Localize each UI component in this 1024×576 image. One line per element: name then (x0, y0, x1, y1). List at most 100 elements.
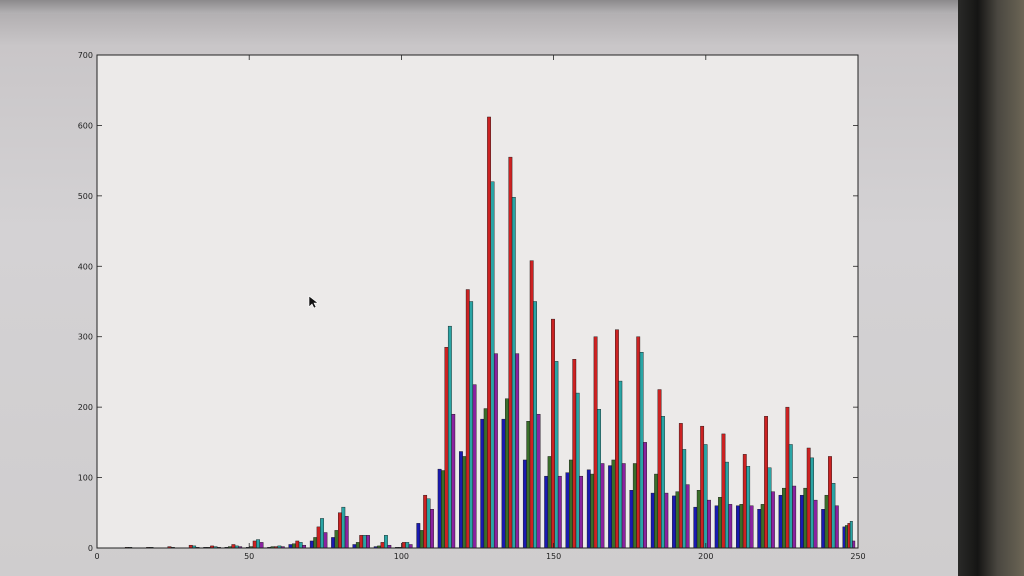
bar-series1-bin27 (650, 492, 655, 549)
bar-series1-bin36 (842, 526, 846, 549)
bar-series3-bin32 (764, 416, 768, 549)
bar-series4-bin36 (849, 521, 853, 549)
y-tick-label: 600 (78, 121, 93, 130)
x-tick-label: 200 (698, 552, 713, 561)
bar-series5-bin28 (685, 484, 690, 549)
y-tick-label: 400 (78, 262, 93, 271)
bar-series5-bin34 (813, 499, 818, 549)
bar-series4-bin20 (511, 197, 516, 549)
plot-background (97, 55, 858, 548)
bar-series3-bin8 (252, 540, 257, 549)
bar-series1-bin26 (629, 490, 634, 549)
bar-series4-bin17 (447, 325, 452, 549)
bar-series4-bin27 (661, 416, 665, 549)
bar-series3-bin21 (529, 260, 534, 549)
bar-series3-bin36 (847, 523, 851, 549)
bar-series4-bin21 (533, 301, 538, 549)
y-tick-label: 200 (78, 403, 93, 412)
x-tick-label: 250 (850, 552, 865, 561)
bar-series5-bin35 (834, 505, 839, 549)
bar-series4-bin32 (767, 467, 772, 549)
bar-series2-bin13 (355, 542, 360, 549)
bar-series1-bin30 (714, 505, 719, 549)
bar-series5-bin25 (621, 463, 626, 549)
histogram-chart: 0 100 200 300 400 500 600 700 0 50 100 150 200 250 (78, 51, 866, 561)
bar-series5-bin32 (770, 491, 775, 549)
bar-series3-bin27 (657, 389, 662, 549)
bar-series1-bin16 (416, 523, 421, 549)
bar-series5-bin27 (664, 492, 669, 549)
bar-series1-bin12 (331, 537, 336, 549)
x-tick-label: 50 (244, 552, 254, 561)
bar-series1-bin22 (544, 475, 549, 549)
bar-series1-bin17 (437, 468, 442, 549)
bar-series1-bin34 (799, 494, 804, 549)
mouse-pointer-icon (308, 295, 319, 309)
x-tick-label: 0 (94, 552, 99, 561)
bar-series5-bin8 (259, 542, 264, 549)
bar-series2-bin29 (696, 490, 701, 549)
bar-series1-bin18 (459, 451, 463, 549)
bar-series4-bin35 (831, 483, 836, 549)
bar-series4-bin25 (618, 380, 623, 549)
bar-series3-bin19 (487, 116, 491, 549)
bar-series5-bin31 (749, 505, 754, 549)
bar-series1-bin25 (608, 465, 613, 549)
bar-series5-bin19 (493, 353, 498, 549)
monitor-screen: 0 100 200 300 400 500 600 700 0 50 100 150 200 250 (0, 0, 966, 576)
bar-series4-bin31 (746, 466, 751, 549)
y-tick-label: 0 (88, 544, 93, 553)
bar-series5-bin11 (323, 532, 328, 549)
bar-series4-bin14 (384, 535, 388, 549)
bar-series5-bin36 (852, 540, 856, 549)
bar-series4-bin10 (298, 542, 303, 549)
plot-frame (96, 54, 859, 549)
bar-series4-bin18 (469, 301, 474, 549)
bar-series3-bin35 (828, 456, 832, 549)
bar-series4-bin19 (490, 181, 495, 549)
bar-series3-bin10 (295, 540, 300, 549)
bar-series4-bin8 (256, 539, 260, 549)
bar-series2-bin27 (654, 473, 659, 549)
bar-series1-bin33 (778, 494, 783, 549)
bar-series1-bin28 (672, 495, 676, 549)
bar-series3-bin28 (678, 423, 683, 549)
bar-series3-bin29 (700, 425, 705, 549)
bar-series4-bin13 (362, 535, 367, 549)
bar-series1-bin11 (309, 540, 314, 549)
bar-series3-bin12 (338, 512, 342, 549)
bar-series1-bin10 (288, 544, 293, 549)
bar-series4-bin16 (426, 498, 431, 549)
bar-series4-bin22 (554, 361, 559, 549)
bar-series5-bin17 (451, 413, 456, 549)
bar-series2-bin12 (334, 530, 339, 549)
window-titlebar[interactable] (0, 0, 966, 14)
bar-series5-bin13 (366, 535, 370, 549)
bar-series3-bin17 (444, 347, 449, 549)
bar-series4-bin11 (320, 518, 324, 549)
bar-series3-bin34 (806, 447, 811, 549)
bar-series2-bin11 (313, 537, 318, 549)
bar-series3-bin30 (721, 433, 726, 549)
bar-series5-bin16 (430, 509, 434, 549)
bar-series2-bin35 (824, 494, 829, 549)
bar-series5-bin30 (728, 504, 733, 549)
bar-series5-bin21 (536, 413, 541, 549)
bar-series5-bin24 (600, 463, 605, 549)
bar-series2-bin21 (526, 421, 531, 549)
monitor-bezel (958, 0, 1024, 576)
bar-series2-bin17 (441, 470, 445, 549)
bar-series1-bin23 (565, 472, 570, 549)
bar-series5-bin33 (792, 485, 797, 549)
bar-series1-bin29 (693, 506, 698, 549)
bar-series1-bin21 (522, 459, 527, 549)
bar-series3-bin13 (359, 535, 364, 549)
bar-series2-bin28 (675, 491, 680, 549)
bar-series1-bin13 (352, 544, 357, 549)
bar-series2-bin22 (547, 456, 552, 549)
bar-series4-bin15 (405, 542, 410, 549)
bar-series4-bin24 (597, 409, 601, 549)
y-tick-label: 700 (78, 51, 93, 60)
bar-series1-bin31 (736, 505, 740, 549)
bar-series4-bin23 (575, 392, 580, 549)
